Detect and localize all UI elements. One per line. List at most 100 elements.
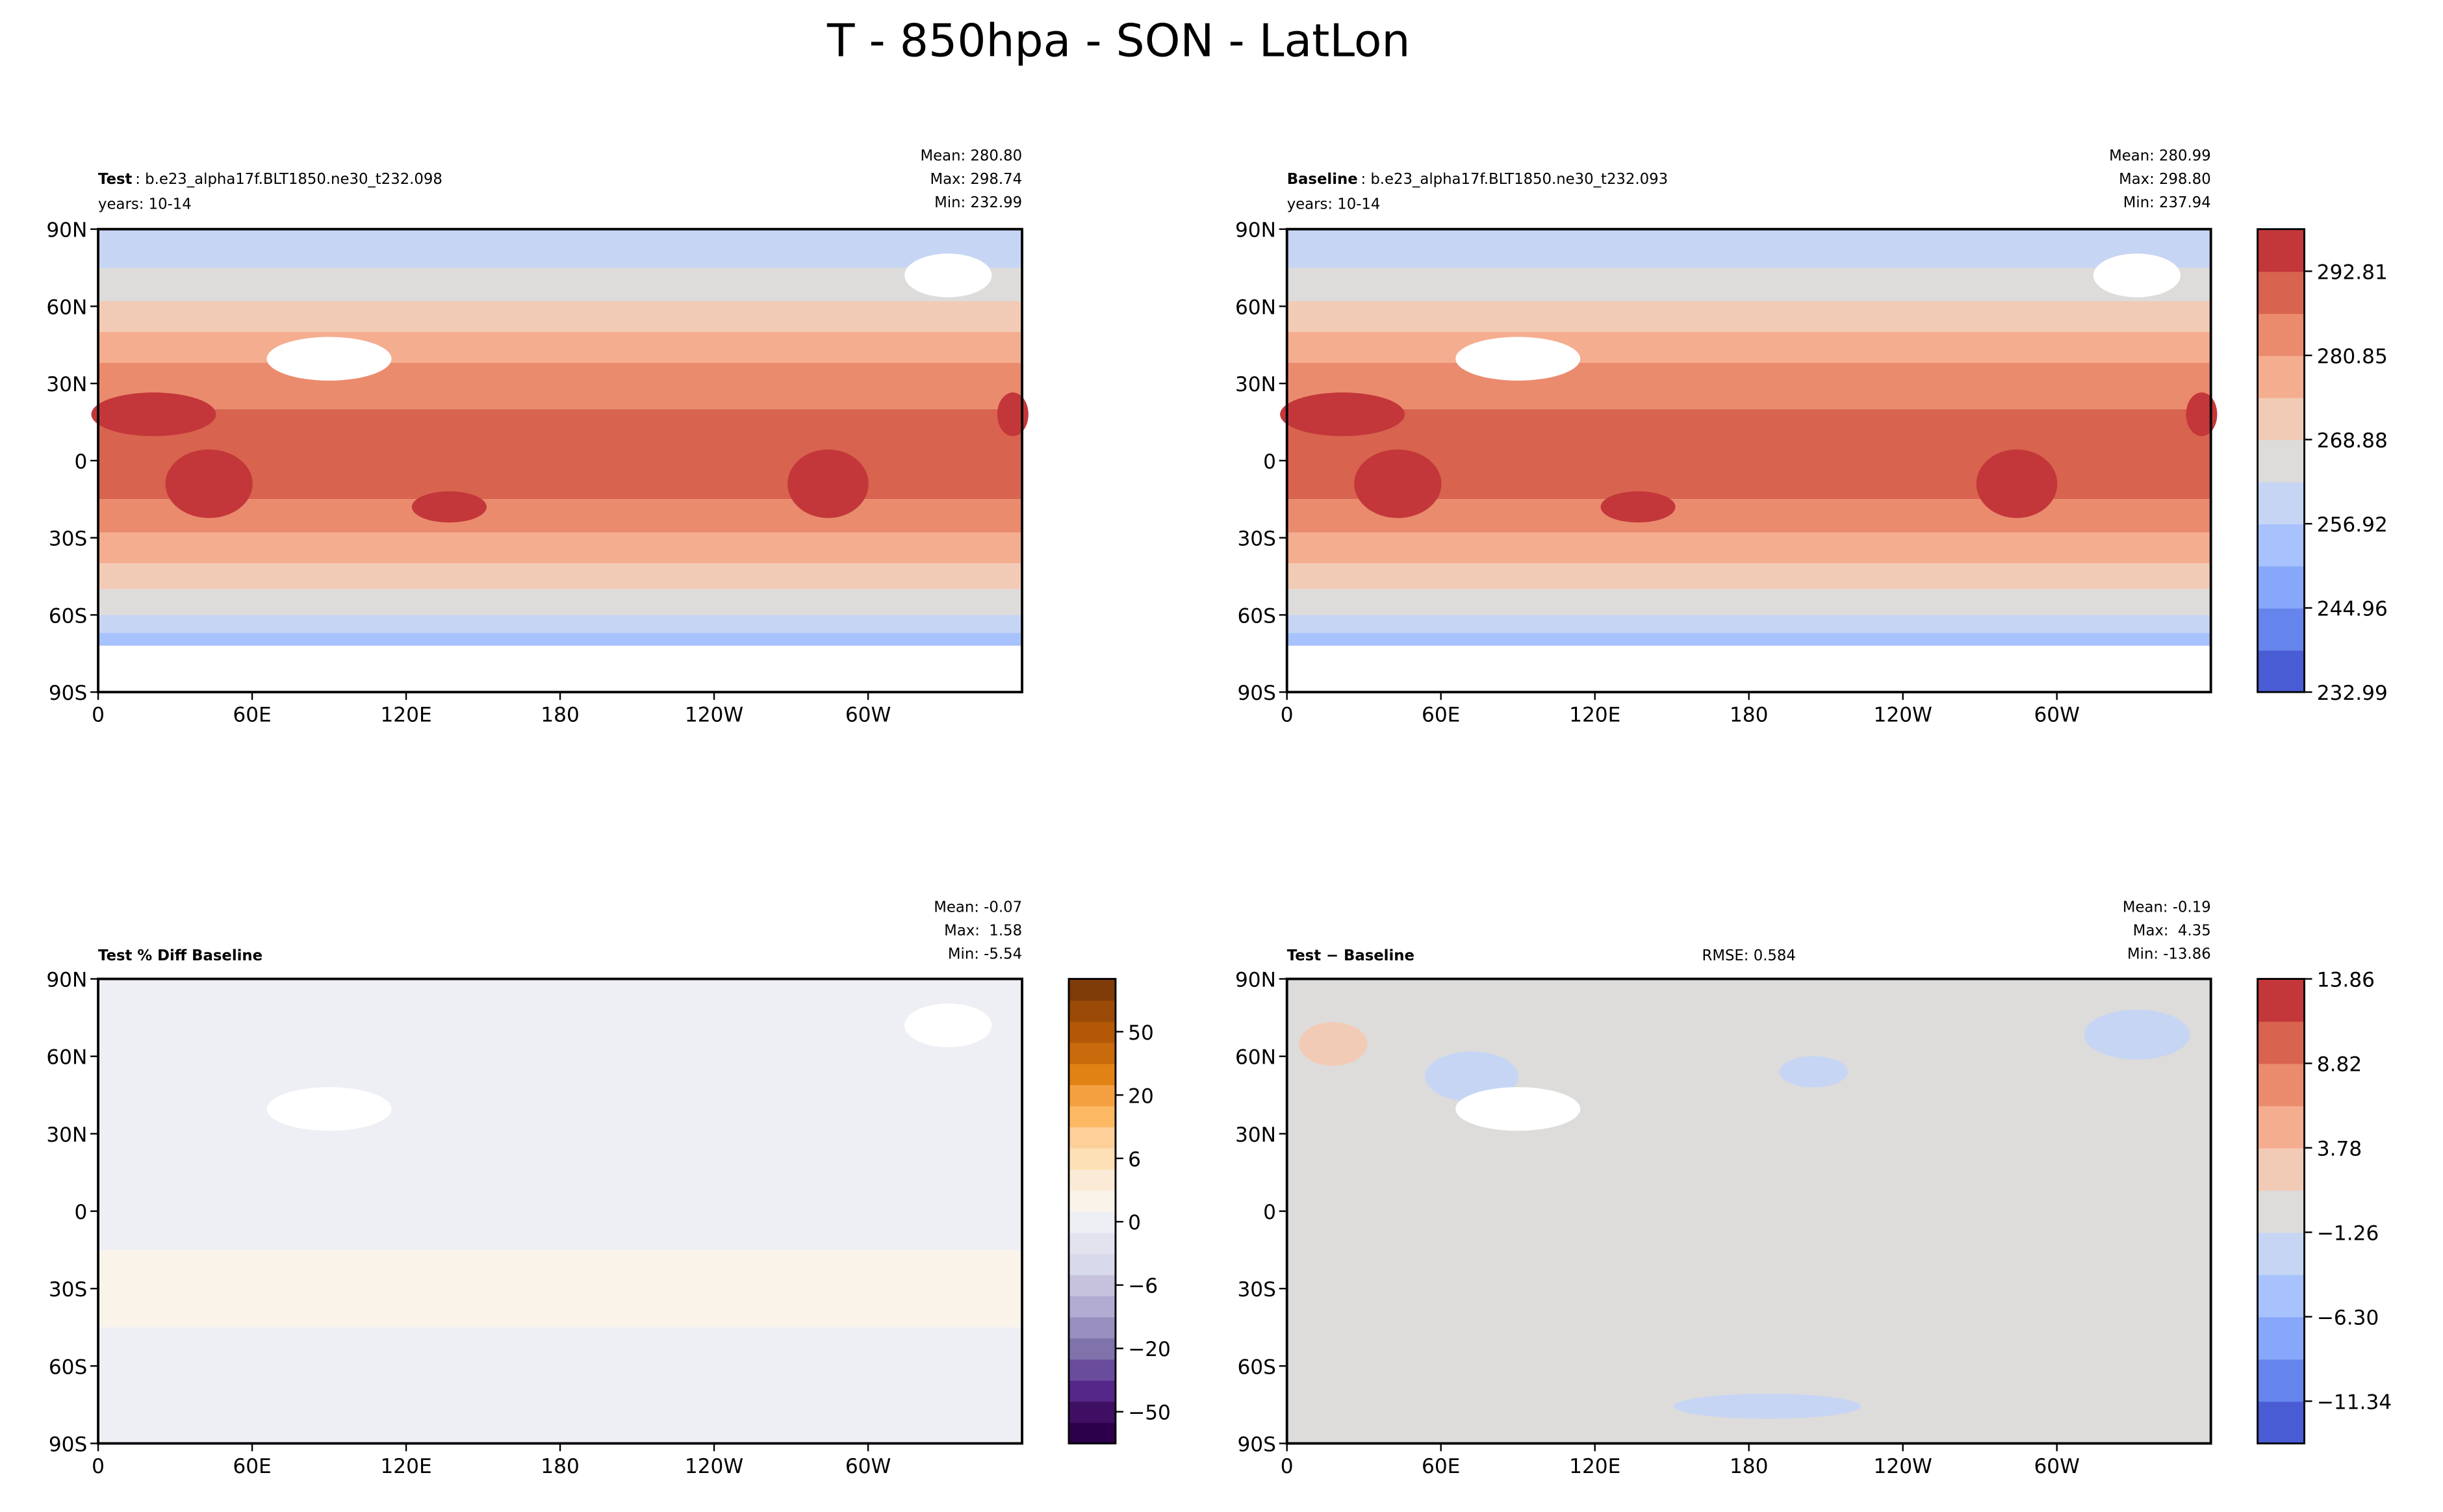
stat: Max: 298.80 <box>2119 171 2211 188</box>
map-field-region <box>1299 1022 1368 1066</box>
years: years: 10-14 <box>98 196 192 212</box>
colorbar-tick-label: 232.99 <box>2317 682 2388 705</box>
colorbar-level <box>2257 1105 2305 1149</box>
map-field-band <box>1286 499 2211 533</box>
x-tick-label: 60W <box>2034 1455 2079 1478</box>
x-tick-label: 120E <box>380 1455 431 1478</box>
x-tick-label: 180 <box>1730 704 1768 727</box>
map-field-region <box>266 337 392 381</box>
map-field-band <box>98 331 1023 363</box>
y-tick-label: 90S <box>49 1433 87 1456</box>
map-field-region <box>904 1003 992 1047</box>
colorbar-tick-label: −50 <box>1128 1402 1171 1425</box>
y-tick-label: 30S <box>49 1278 87 1301</box>
stat: Mean: 280.99 <box>2109 147 2211 164</box>
x-tick-label: 120W <box>685 704 743 727</box>
colorbar-level <box>1069 1147 1116 1170</box>
case-name: : b.e23_alpha17f.BLT1850.ne30_t232.098 <box>135 171 442 188</box>
y-tick-label: 90S <box>1237 682 1275 705</box>
colorbar-tick-label: 6 <box>1128 1148 1141 1172</box>
map-field-band <box>98 1249 1023 1327</box>
map-field-band <box>98 563 1023 589</box>
x-tick-label: 120W <box>1874 704 1932 727</box>
map-field-band <box>1286 645 2211 693</box>
x-tick-label: 0 <box>1281 704 1294 727</box>
colorbar-level <box>1069 1084 1116 1107</box>
colorbar-tick-label: 280.85 <box>2317 345 2388 368</box>
colorbar-level <box>1069 1105 1116 1127</box>
x-tick-label: 120E <box>1569 704 1620 727</box>
colorbar-level <box>1069 1042 1116 1064</box>
map-field-band <box>98 645 1023 693</box>
map-field-region <box>1455 1087 1581 1131</box>
y-tick-label: 30S <box>1237 1278 1275 1301</box>
map-field-band <box>1286 615 2211 634</box>
colorbar-level <box>2257 1401 2305 1444</box>
colorbar-tick-label: 13.86 <box>2317 969 2375 992</box>
stat: Min: -13.86 <box>2127 945 2211 962</box>
colorbar-level <box>1069 1232 1116 1254</box>
colorbar-level <box>1069 1021 1116 1043</box>
stat: Mean: -0.19 <box>2123 899 2211 916</box>
y-tick-label: 0 <box>74 450 87 474</box>
colorbar-level <box>1069 1379 1116 1402</box>
map-field-region <box>2093 253 2181 298</box>
map-field-band <box>1286 229 2211 268</box>
map-field-band <box>98 532 1023 564</box>
colorbar-level <box>1069 1274 1116 1296</box>
colorbar-tick-label: 3.78 <box>2317 1138 2362 1161</box>
x-tick-label: 180 <box>541 1455 579 1478</box>
map-field-band <box>98 1396 1023 1444</box>
panel-label: Baseline <box>1287 171 1358 188</box>
stat: Min: 237.94 <box>2123 194 2211 211</box>
y-tick-label: 30N <box>46 1123 87 1147</box>
colorbar-level <box>1069 1190 1116 1212</box>
x-tick-label: 180 <box>541 704 579 727</box>
colorbar-frame <box>1068 978 1117 1444</box>
y-tick-label: 60N <box>1235 296 1276 319</box>
x-tick-label: 60W <box>2034 704 2079 727</box>
map-field-region <box>2084 1009 2190 1060</box>
colorbar-level <box>2257 1190 2305 1233</box>
colorbar-level <box>2257 1232 2305 1275</box>
map-field-band <box>98 268 1023 301</box>
map-field-region <box>266 1087 392 1131</box>
map-field-band <box>1286 268 2211 301</box>
colorbar-tick-label: −20 <box>1128 1338 1171 1361</box>
x-tick-label: 60E <box>233 1455 271 1478</box>
y-tick-label: 90S <box>1237 1433 1275 1456</box>
y-tick-label: 30N <box>1235 1123 1276 1147</box>
colorbar-level <box>2257 397 2305 441</box>
colorbar-level <box>2257 1274 2305 1318</box>
x-tick-label: 0 <box>1281 1455 1294 1478</box>
y-tick-label: 60N <box>46 296 87 319</box>
colorbar: −50 −20 −6 0 6 20 50 <box>1068 978 1171 1444</box>
colorbar-level <box>2257 271 2305 314</box>
colorbar-level <box>2257 1147 2305 1191</box>
y-tick-label: 0 <box>1263 1201 1276 1224</box>
map-panel: 0 60E 120E 180 120W 60W 90N 60N 30N 0 30S 60S 90S Tes… <box>46 147 1029 727</box>
colorbar-tick-label: 50 <box>1128 1021 1154 1045</box>
y-tick-label: 90N <box>46 219 87 242</box>
colorbar-tick-label: −6.30 <box>2317 1306 2379 1329</box>
panel-label: Test % Diff Baseline <box>98 947 262 964</box>
colorbar-tick-label: −6 <box>1128 1275 1158 1298</box>
colorbar: 232.99 244.96 256.92 268.88 280.85 292.81 <box>2257 228 2388 705</box>
colorbar-level <box>1069 1359 1116 1381</box>
y-tick-label: 90N <box>46 969 87 992</box>
map-field-region <box>1976 449 2058 519</box>
colorbar-level <box>2257 481 2305 525</box>
map-field-band <box>98 1327 1023 1397</box>
y-tick-label: 30S <box>1237 528 1275 551</box>
x-tick-label: 120E <box>380 704 431 727</box>
map-field-region <box>787 449 869 519</box>
colorbar-tick-label: 244.96 <box>2317 598 2388 621</box>
y-tick-label: 90N <box>1235 969 1276 992</box>
map-field-region <box>1600 491 1676 523</box>
x-tick-label: 180 <box>1730 1455 1768 1478</box>
map-field-band <box>98 589 1023 615</box>
x-tick-label: 60W <box>845 704 891 727</box>
case-name: : b.e23_alpha17f.BLT1850.ne30_t232.093 <box>1361 171 1668 188</box>
map-field-band <box>1286 633 2211 646</box>
x-tick-label: 60W <box>845 1455 891 1478</box>
